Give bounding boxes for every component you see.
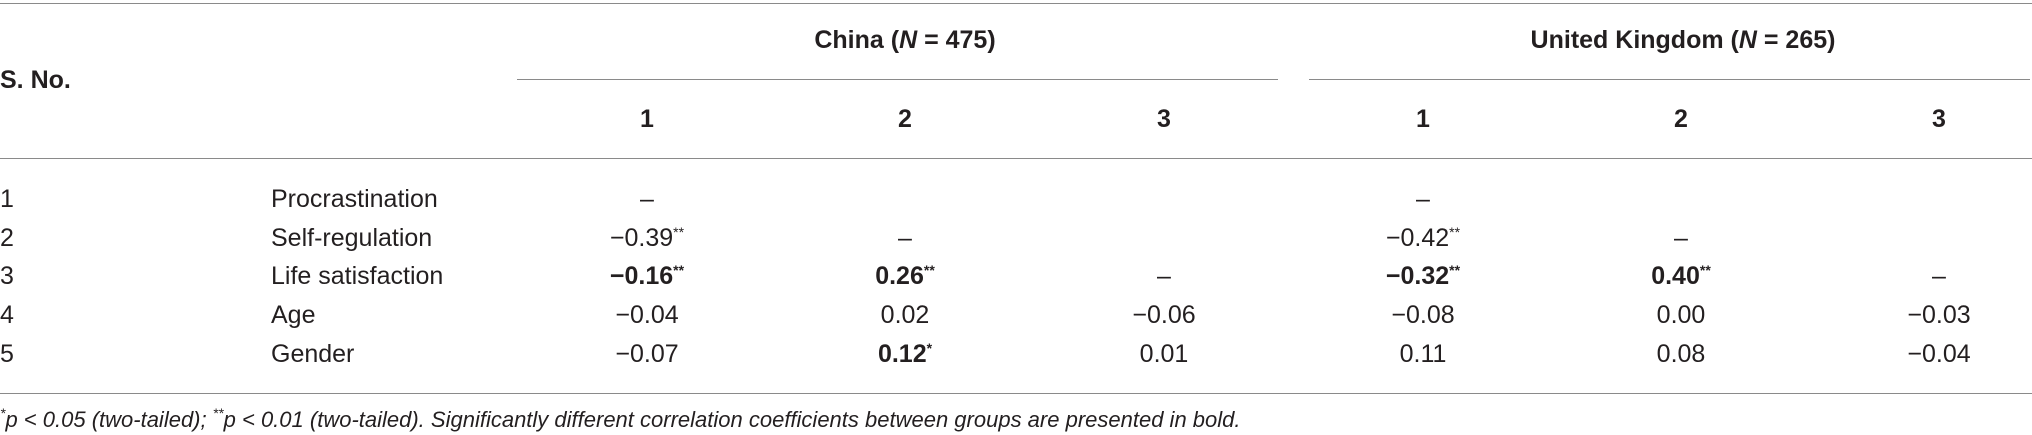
cell-value: – [1416, 185, 1430, 213]
footnote-text: p < 0.05 (two-tailed); [5, 407, 213, 432]
group-header: United Kingdom (N = 265) [1531, 25, 1836, 55]
cell-value: 0.40 [1651, 262, 1700, 290]
cell-value: −0.04 [615, 301, 679, 329]
column-header: 1 [1416, 105, 1430, 133]
column-header: 2 [1674, 105, 1688, 133]
group-rule [517, 79, 1278, 80]
cell: – [1416, 184, 1430, 214]
cell-value: – [898, 224, 912, 252]
column-header: 1 [640, 105, 654, 133]
cell: 0.08 [1657, 339, 1706, 369]
cell-value: −0.03 [1907, 301, 1971, 329]
significance-mark: ** [1699, 262, 1711, 278]
cell: −0.39** [610, 223, 684, 253]
footnote-text: p < 0.01 (two-tailed). Significantly dif… [223, 407, 1241, 432]
cell: 0.40** [1651, 261, 1711, 291]
group-n-value: = 475) [917, 26, 996, 54]
cell: −0.04 [615, 300, 678, 330]
cell-value: −0.16 [609, 262, 674, 290]
column-header: 3 [1932, 105, 1946, 133]
group-rule [1309, 79, 2030, 80]
cell: 0.01 [1140, 339, 1189, 369]
cell: – [1932, 261, 1946, 291]
cell-value: −0.06 [1132, 301, 1196, 329]
stub-header: S. No. [0, 66, 71, 94]
cell-value: 0.26 [875, 262, 924, 290]
group-name: China ( [814, 26, 900, 54]
cell: 0.02 [881, 300, 930, 330]
row-label: Gender [271, 340, 355, 368]
cell-value: 0.11 [1399, 340, 1447, 368]
cell-value: −0.32 [1385, 262, 1450, 290]
significance-mark: ** [1449, 224, 1461, 240]
row-number: 2 [0, 224, 14, 252]
footnote-mark: ** [212, 405, 224, 421]
significance-mark: * [926, 340, 933, 356]
row-number: 1 [0, 185, 14, 213]
group-n-symbol: N [1738, 26, 1757, 54]
cell: −0.16** [610, 261, 684, 291]
cell-value: – [640, 185, 654, 213]
group-name: United Kingdom ( [1530, 26, 1739, 54]
significance-mark: ** [923, 262, 935, 278]
cell-value: – [1932, 262, 1946, 290]
cell: – [1674, 223, 1688, 253]
header-rule [0, 158, 2032, 159]
cell-value: 0.00 [1656, 301, 1706, 329]
footnote-mark: * [0, 405, 6, 421]
cell: – [640, 184, 654, 214]
footnote: *p < 0.05 (two-tailed); **p < 0.01 (two-… [0, 405, 1241, 435]
cell: −0.07 [615, 339, 678, 369]
cell-value: – [1157, 262, 1171, 290]
cell-value: −0.07 [615, 340, 679, 368]
column-header: 2 [898, 105, 912, 133]
row-number: 3 [0, 262, 14, 290]
cell-value: −0.04 [1907, 340, 1971, 368]
cell: 0.12* [878, 339, 932, 369]
row-number: 4 [0, 301, 14, 329]
cell-value: 0.08 [1656, 340, 1706, 368]
cell: −0.03 [1907, 300, 1970, 330]
cell: 0.26** [875, 261, 935, 291]
cell: −0.08 [1391, 300, 1454, 330]
cell: – [1157, 261, 1171, 291]
group-header: China (N = 475) [814, 25, 995, 55]
bottom-rule [0, 393, 2032, 394]
cell: −0.32** [1386, 261, 1460, 291]
significance-mark: ** [1449, 262, 1461, 278]
cell-value: −0.39 [609, 224, 674, 252]
cell-value: 0.02 [880, 301, 930, 329]
row-label: Procrastination [271, 185, 438, 213]
row-label: Self-regulation [271, 224, 433, 252]
cell: 0.00 [1657, 300, 1706, 330]
group-n-value: = 265) [1756, 26, 1836, 54]
cell: – [898, 223, 912, 253]
cell-value: – [1674, 224, 1688, 252]
cell: −0.42** [1386, 223, 1460, 253]
cell-value: 0.12 [877, 340, 927, 368]
cell-value: −0.08 [1391, 301, 1455, 329]
cell: −0.06 [1132, 300, 1195, 330]
cell: 0.11 [1400, 339, 1447, 369]
cell-value: 0.01 [1139, 340, 1189, 368]
significance-mark: ** [673, 262, 685, 278]
top-rule [0, 3, 2032, 4]
column-header: 3 [1157, 105, 1171, 133]
row-label: Life satisfaction [271, 262, 444, 290]
significance-mark: ** [673, 224, 685, 240]
row-label: Age [271, 301, 316, 329]
row-number: 5 [0, 340, 14, 368]
cell-value: −0.42 [1385, 224, 1450, 252]
cell: −0.04 [1907, 339, 1970, 369]
group-n-symbol: N [899, 26, 918, 54]
